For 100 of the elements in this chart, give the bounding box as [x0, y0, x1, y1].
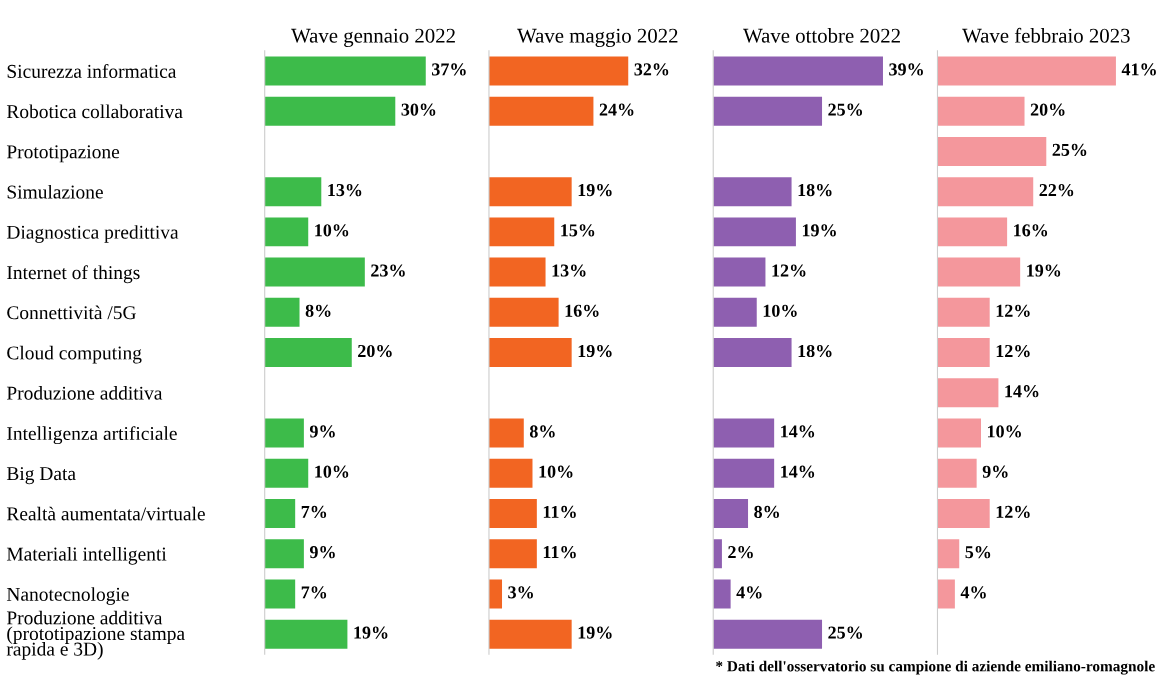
bar	[264, 338, 352, 368]
bar	[264, 498, 296, 528]
data-label: 41%	[1121, 63, 1156, 76]
bar	[488, 458, 533, 488]
data-label: 8%	[305, 304, 331, 317]
bar	[264, 297, 300, 327]
bar	[488, 56, 629, 86]
data-label: 10%	[315, 224, 349, 237]
data-label: 8%	[754, 505, 779, 519]
bar	[264, 619, 348, 649]
bar	[937, 96, 1025, 126]
data-label: 13%	[328, 183, 362, 197]
data-label: 14%	[781, 465, 815, 478]
bar	[264, 177, 322, 207]
bar	[264, 458, 309, 488]
data-label: 12%	[996, 505, 1030, 519]
data-label: 8%	[529, 425, 555, 438]
y-tick-label: Diagnostica predittiva	[6, 225, 179, 243]
bar	[713, 619, 823, 649]
data-label: 37%	[431, 63, 466, 76]
bar	[937, 418, 981, 448]
data-label: 10%	[315, 465, 349, 478]
bar	[713, 579, 731, 609]
data-label: 14%	[1005, 385, 1039, 398]
data-label: 10%	[763, 304, 797, 317]
bar	[937, 458, 977, 488]
bar	[264, 56, 426, 86]
y-tick-label: Produzione additiva (prototipazione stampa rapida e 3D)	[6, 610, 185, 660]
data-label: 18%	[798, 183, 832, 197]
bar	[264, 96, 396, 126]
bar	[488, 297, 559, 327]
data-label: 19%	[578, 626, 612, 639]
bar	[937, 257, 1021, 287]
bar	[264, 539, 304, 569]
data-label: 25%	[1052, 143, 1087, 156]
bar	[488, 539, 537, 569]
data-label: 19%	[354, 626, 388, 639]
data-label: 16%	[1014, 224, 1048, 237]
bar	[937, 338, 990, 368]
data-label: 9%	[309, 546, 335, 559]
data-label: 12%	[996, 344, 1030, 358]
data-label: 30%	[401, 103, 436, 116]
bar	[488, 498, 537, 528]
bar	[713, 177, 792, 207]
data-label: 19%	[802, 224, 836, 237]
y-tick-label: Produzione additiva	[6, 386, 163, 400]
bar	[937, 579, 955, 609]
data-label: 9%	[309, 425, 335, 438]
y-tick-label: Cloud computing	[7, 345, 142, 364]
y-tick-label: Robotica collaborativa	[6, 104, 183, 119]
bar	[713, 338, 792, 368]
data-label: 3%	[508, 586, 533, 599]
data-label: 10%	[539, 465, 573, 478]
y-tick-label: Nanotecnologie	[6, 587, 129, 605]
data-label: 20%	[358, 344, 392, 358]
data-label: 15%	[561, 224, 595, 237]
chart-title: Wave gennaio 2022	[291, 28, 455, 48]
data-label: 25%	[828, 103, 863, 116]
data-label: 4%	[736, 586, 762, 599]
chart-title: Wave ottobre 2022	[743, 28, 900, 43]
data-label: 12%	[772, 264, 806, 277]
y-tick-label: Materiali intelligenti	[6, 546, 167, 565]
y-tick-label: Internet of things	[7, 265, 140, 284]
data-label: 5%	[965, 546, 991, 559]
data-label: 11%	[543, 546, 576, 559]
bar	[937, 56, 1116, 86]
bar	[264, 217, 309, 247]
data-label: 18%	[798, 344, 832, 358]
data-label: 23%	[371, 264, 405, 277]
y-tick-label: Intelligenza artificiale	[7, 426, 177, 445]
y-tick-label: Sicurezza informatica	[7, 64, 177, 78]
bar	[488, 619, 572, 649]
y-tick-label: Prototipazione	[6, 145, 120, 163]
bar	[937, 136, 1047, 166]
bar	[937, 539, 960, 569]
data-label: 20%	[1030, 103, 1065, 116]
data-label: 19%	[578, 183, 612, 197]
bar	[488, 177, 572, 207]
bar	[488, 579, 503, 609]
data-label: 4%	[960, 586, 986, 599]
data-label: 32%	[634, 63, 669, 76]
y-tick-label: Connettività /5G	[7, 305, 136, 320]
data-label: 24%	[599, 103, 634, 116]
bar	[713, 458, 775, 488]
data-label: 16%	[565, 304, 599, 317]
bar	[937, 498, 990, 528]
chart-title: Wave maggio 2022	[517, 28, 678, 48]
bar	[488, 257, 546, 287]
data-label: 22%	[1039, 183, 1074, 197]
bar	[488, 217, 555, 247]
data-label: 9%	[982, 465, 1008, 478]
bar	[937, 217, 1008, 247]
chart-title: Wave febbraio 2023	[962, 27, 1130, 43]
data-label: 7%	[301, 586, 327, 599]
bar	[264, 418, 304, 448]
bar	[713, 418, 775, 448]
bar	[488, 96, 594, 126]
bar	[713, 297, 757, 327]
bar	[713, 56, 883, 86]
data-label: 19%	[1027, 264, 1061, 277]
